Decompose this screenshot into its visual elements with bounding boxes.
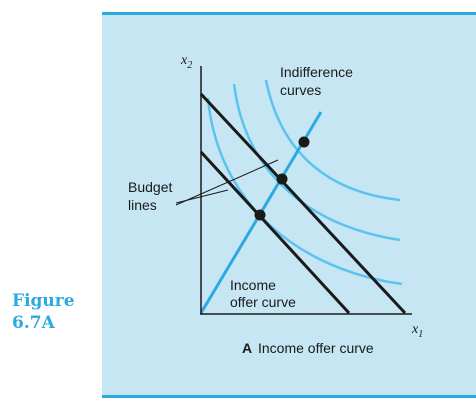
figure-label-word: Figure xyxy=(12,291,75,311)
indifference-curves-label-line2: curves xyxy=(280,82,321,98)
budget-line-upper xyxy=(199,92,407,315)
income-offer-label-line2: offer curve xyxy=(230,294,296,310)
budget-pointer-upper xyxy=(175,159,279,206)
diagram-panel xyxy=(102,12,476,398)
budget-lines-label-line1: Budget xyxy=(128,179,172,195)
tangency-point-1 xyxy=(254,209,266,221)
caption-letter: A xyxy=(242,340,252,356)
tangency-point-3 xyxy=(298,136,310,148)
tangency-point-2 xyxy=(276,173,288,185)
indifference-curves-label-line1: Indifference xyxy=(280,64,353,80)
figure-number: Figure 6.7A xyxy=(12,290,102,334)
caption-text: Income offer curve xyxy=(258,340,374,356)
x-axis-label: x1 xyxy=(411,322,423,340)
budget-lines-label-line2: lines xyxy=(128,197,157,213)
indifference-curve-2 xyxy=(232,83,401,242)
income-offer-label-line1: Income xyxy=(230,277,276,293)
y-axis-label: x2 xyxy=(180,53,192,71)
budget-line-lower xyxy=(199,150,351,315)
figure-label-number: 6.7A xyxy=(12,313,55,333)
indifference-curve-3 xyxy=(264,79,401,202)
